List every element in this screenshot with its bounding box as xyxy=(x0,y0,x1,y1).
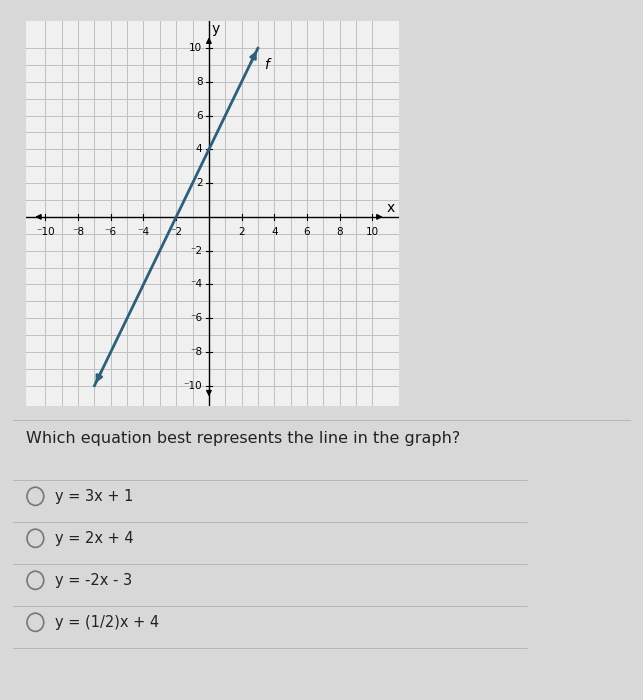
Text: 8: 8 xyxy=(336,227,343,237)
Text: ⁻2: ⁻2 xyxy=(170,227,182,237)
Text: y = 2x + 4: y = 2x + 4 xyxy=(55,531,133,546)
Text: f: f xyxy=(264,57,269,71)
Text: 4: 4 xyxy=(271,227,278,237)
Text: 6: 6 xyxy=(195,111,203,120)
Text: ⁻10: ⁻10 xyxy=(36,227,55,237)
Text: ⁻6: ⁻6 xyxy=(105,227,117,237)
Text: y = 3x + 1: y = 3x + 1 xyxy=(55,489,133,504)
Text: ⁻8: ⁻8 xyxy=(72,227,84,237)
Text: 6: 6 xyxy=(303,227,311,237)
Text: x: x xyxy=(386,202,395,216)
Text: y: y xyxy=(212,22,220,36)
Text: 2: 2 xyxy=(239,227,245,237)
Text: 10: 10 xyxy=(366,227,379,237)
Text: ⁻4: ⁻4 xyxy=(190,279,203,289)
Text: ⁻2: ⁻2 xyxy=(190,246,203,256)
Text: 10: 10 xyxy=(189,43,203,53)
Text: y = -2x - 3: y = -2x - 3 xyxy=(55,573,132,588)
Text: 2: 2 xyxy=(195,178,203,188)
Text: 4: 4 xyxy=(195,144,203,154)
Text: ⁻4: ⁻4 xyxy=(138,227,150,237)
Text: 8: 8 xyxy=(195,77,203,87)
Text: y = (1/2)x + 4: y = (1/2)x + 4 xyxy=(55,615,159,630)
Text: ⁻8: ⁻8 xyxy=(190,347,203,357)
Text: Which equation best represents the line in the graph?: Which equation best represents the line … xyxy=(26,430,460,445)
Text: ⁻10: ⁻10 xyxy=(184,381,203,391)
Text: ⁻6: ⁻6 xyxy=(190,313,203,323)
